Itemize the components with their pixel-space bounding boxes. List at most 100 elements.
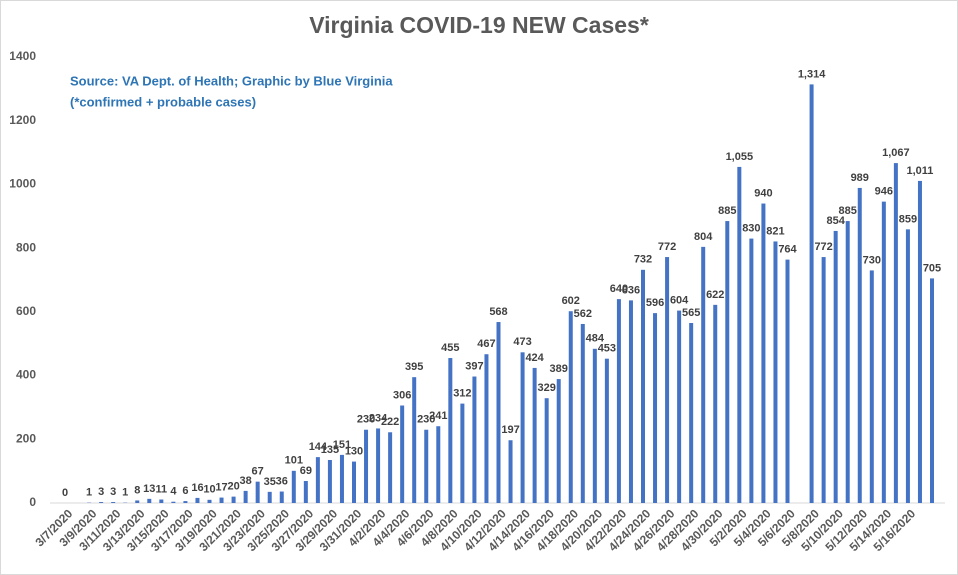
value-label: 772: [814, 241, 832, 253]
bar: [255, 481, 260, 503]
value-label: 562: [574, 308, 592, 320]
value-label: 3: [98, 486, 104, 498]
annotation: Source: VA Dept. of Health; Graphic by B…: [70, 73, 393, 88]
bar: [171, 501, 176, 503]
bar: [147, 498, 152, 503]
value-label: 397: [465, 360, 483, 372]
bar: [701, 246, 706, 503]
value-label: 772: [658, 241, 676, 253]
y-tick-label: 800: [16, 240, 36, 254]
value-label: 764: [778, 244, 797, 256]
value-label: 424: [525, 352, 544, 364]
value-label: 1,055: [726, 151, 754, 163]
value-label: 17: [215, 481, 227, 493]
value-label: 69: [300, 465, 312, 477]
bar: [508, 440, 513, 503]
bar: [352, 461, 356, 503]
bar: [616, 299, 621, 503]
bar: [400, 405, 405, 503]
value-label: 1,067: [882, 147, 910, 159]
value-label: 565: [682, 307, 700, 319]
value-label: 467: [477, 338, 495, 350]
value-label: 8: [134, 484, 140, 496]
y-tick-label: 400: [16, 368, 36, 382]
value-label: 11: [156, 483, 168, 495]
value-label: 395: [405, 361, 423, 373]
bar: [845, 221, 850, 504]
bar: [761, 203, 766, 504]
bar: [653, 313, 658, 503]
bar: [207, 499, 212, 503]
value-label: 306: [393, 389, 411, 401]
value-label: 241: [429, 410, 447, 422]
value-label: 453: [598, 343, 616, 355]
value-label: 804: [694, 231, 713, 243]
bar: [460, 403, 465, 503]
bar: [364, 429, 369, 503]
value-label: 940: [754, 187, 772, 199]
value-label: 389: [550, 363, 568, 375]
bar: [665, 257, 670, 503]
value-label: 222: [381, 416, 399, 428]
value-label: 67: [252, 466, 264, 478]
bar: [857, 187, 862, 503]
value-label: 604: [670, 294, 689, 306]
bar: [472, 376, 477, 503]
bar: [881, 201, 886, 504]
bar: [641, 269, 645, 503]
value-label: 636: [622, 284, 640, 296]
y-tick-label: 1200: [9, 113, 36, 127]
value-label: 144: [309, 441, 328, 453]
bar: [677, 310, 682, 503]
bar: [231, 496, 236, 503]
value-label: 10: [203, 484, 215, 496]
bar: [388, 432, 393, 503]
bar: [267, 491, 272, 503]
bar: [893, 163, 898, 503]
bar: [195, 497, 200, 503]
y-tick-label: 0: [29, 495, 36, 509]
value-label: 1: [122, 487, 128, 499]
bar: [159, 499, 164, 503]
bar: [243, 490, 248, 503]
bar: [604, 358, 609, 503]
value-label: 135: [321, 444, 339, 456]
bar: [809, 84, 814, 503]
bar: [412, 377, 417, 503]
value-label: 35: [264, 476, 276, 488]
bar: [773, 241, 778, 503]
value-label: 455: [441, 342, 459, 354]
value-label: 473: [513, 336, 531, 348]
value-label: 101: [285, 455, 303, 467]
value-label: 36: [276, 475, 288, 487]
value-label: 151: [333, 439, 351, 451]
bar: [279, 491, 284, 503]
bar: [111, 502, 116, 503]
bar: [785, 259, 790, 503]
bar: [291, 470, 296, 503]
value-label: 705: [923, 262, 941, 274]
value-label: 484: [586, 333, 605, 345]
bar: [689, 323, 694, 503]
value-label: 821: [766, 225, 784, 237]
bar: [496, 322, 501, 503]
value-label: 6: [182, 485, 188, 497]
value-label: 946: [875, 186, 893, 198]
value-label: 4: [170, 486, 177, 498]
bar: [448, 358, 453, 503]
y-tick-label: 1000: [9, 177, 36, 191]
value-label: 859: [899, 213, 917, 225]
annotation: (*confirmed + probable cases): [70, 94, 256, 109]
bar: [303, 481, 308, 503]
value-label: 13: [143, 483, 155, 495]
bar: [821, 257, 826, 503]
value-label: 830: [742, 222, 760, 234]
bar: [376, 428, 381, 503]
bar: [905, 229, 910, 503]
bar: [556, 379, 561, 503]
bar: [327, 459, 332, 503]
value-label: 854: [826, 215, 845, 227]
value-label: 0: [62, 487, 68, 499]
bar: [568, 311, 573, 503]
